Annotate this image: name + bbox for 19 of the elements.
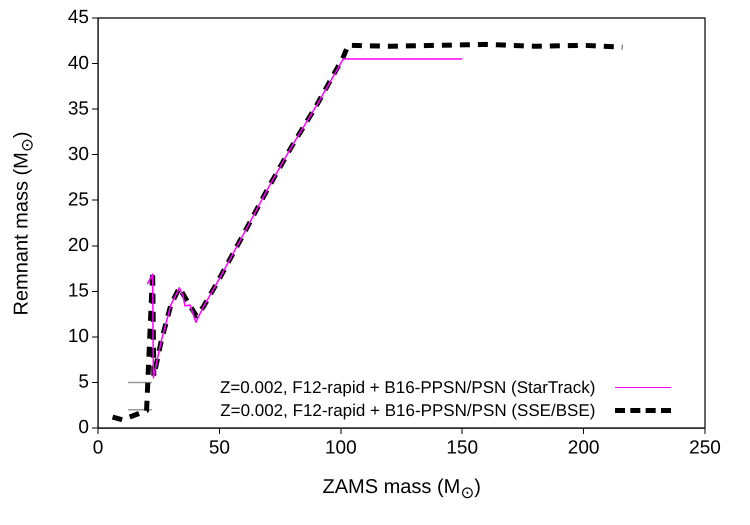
y-tick-label: 45 — [68, 7, 89, 28]
y-tick-label: 35 — [68, 98, 89, 120]
x-tick-label: 0 — [92, 438, 104, 459]
x-tick-label: 250 — [689, 438, 721, 459]
y-tick-label: 25 — [68, 189, 89, 210]
y-tick-label: 40 — [68, 52, 89, 74]
legend-label: Z=0.002, F12-rapid + B16-PPSN/PSN (StarTrack) — [220, 378, 596, 398]
y-tick-label: 5 — [78, 372, 89, 393]
x-tick-label: 50 — [208, 438, 230, 459]
x-tick-label: 100 — [324, 438, 357, 459]
y-tick-label: 20 — [68, 235, 89, 256]
y-tick-label: 0 — [78, 417, 89, 438]
legend-label: Z=0.002, F12-rapid + B16-PPSN/PSN (SSE/BSE) — [220, 400, 596, 420]
x-tick-label: 200 — [568, 438, 600, 459]
x-axis-title: ZAMS mass (M$_{⊙}$) — [322, 476, 481, 503]
y-tick-label: 30 — [68, 144, 89, 165]
y-tick-label: 10 — [68, 326, 89, 348]
x-tick-label: 150 — [446, 438, 478, 459]
y-tick-label: 15 — [68, 280, 89, 302]
